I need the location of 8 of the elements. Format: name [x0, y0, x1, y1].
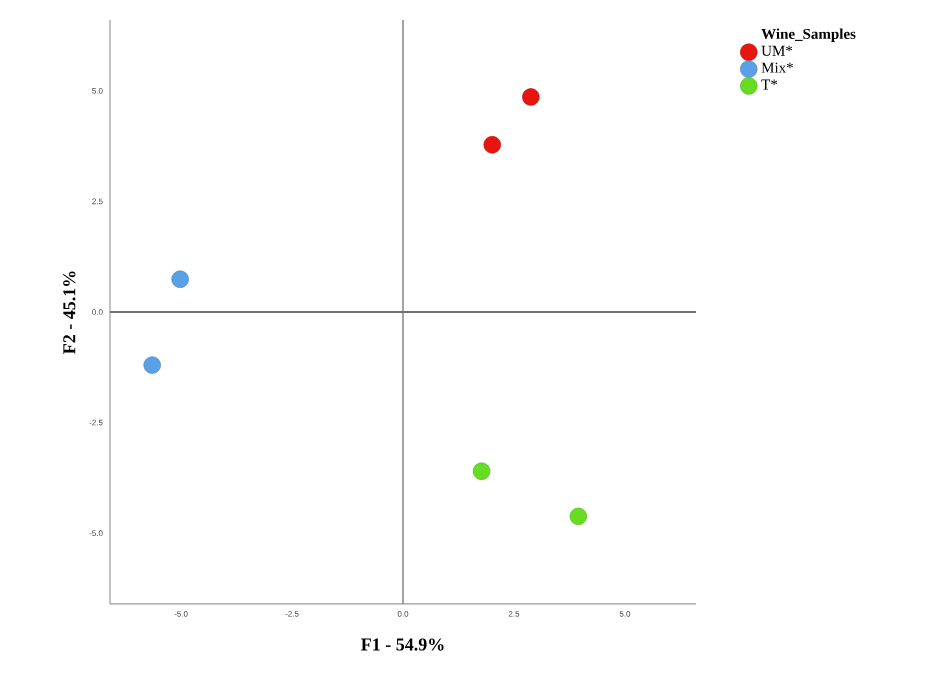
point [472, 462, 491, 480]
point [522, 88, 540, 106]
point [483, 136, 501, 154]
point [171, 270, 189, 288]
x-axis-title: F1 - 54.9% [361, 638, 444, 651]
point [143, 356, 161, 374]
y-axis-title: F2 - 45.1% [63, 271, 76, 354]
point [569, 507, 588, 526]
